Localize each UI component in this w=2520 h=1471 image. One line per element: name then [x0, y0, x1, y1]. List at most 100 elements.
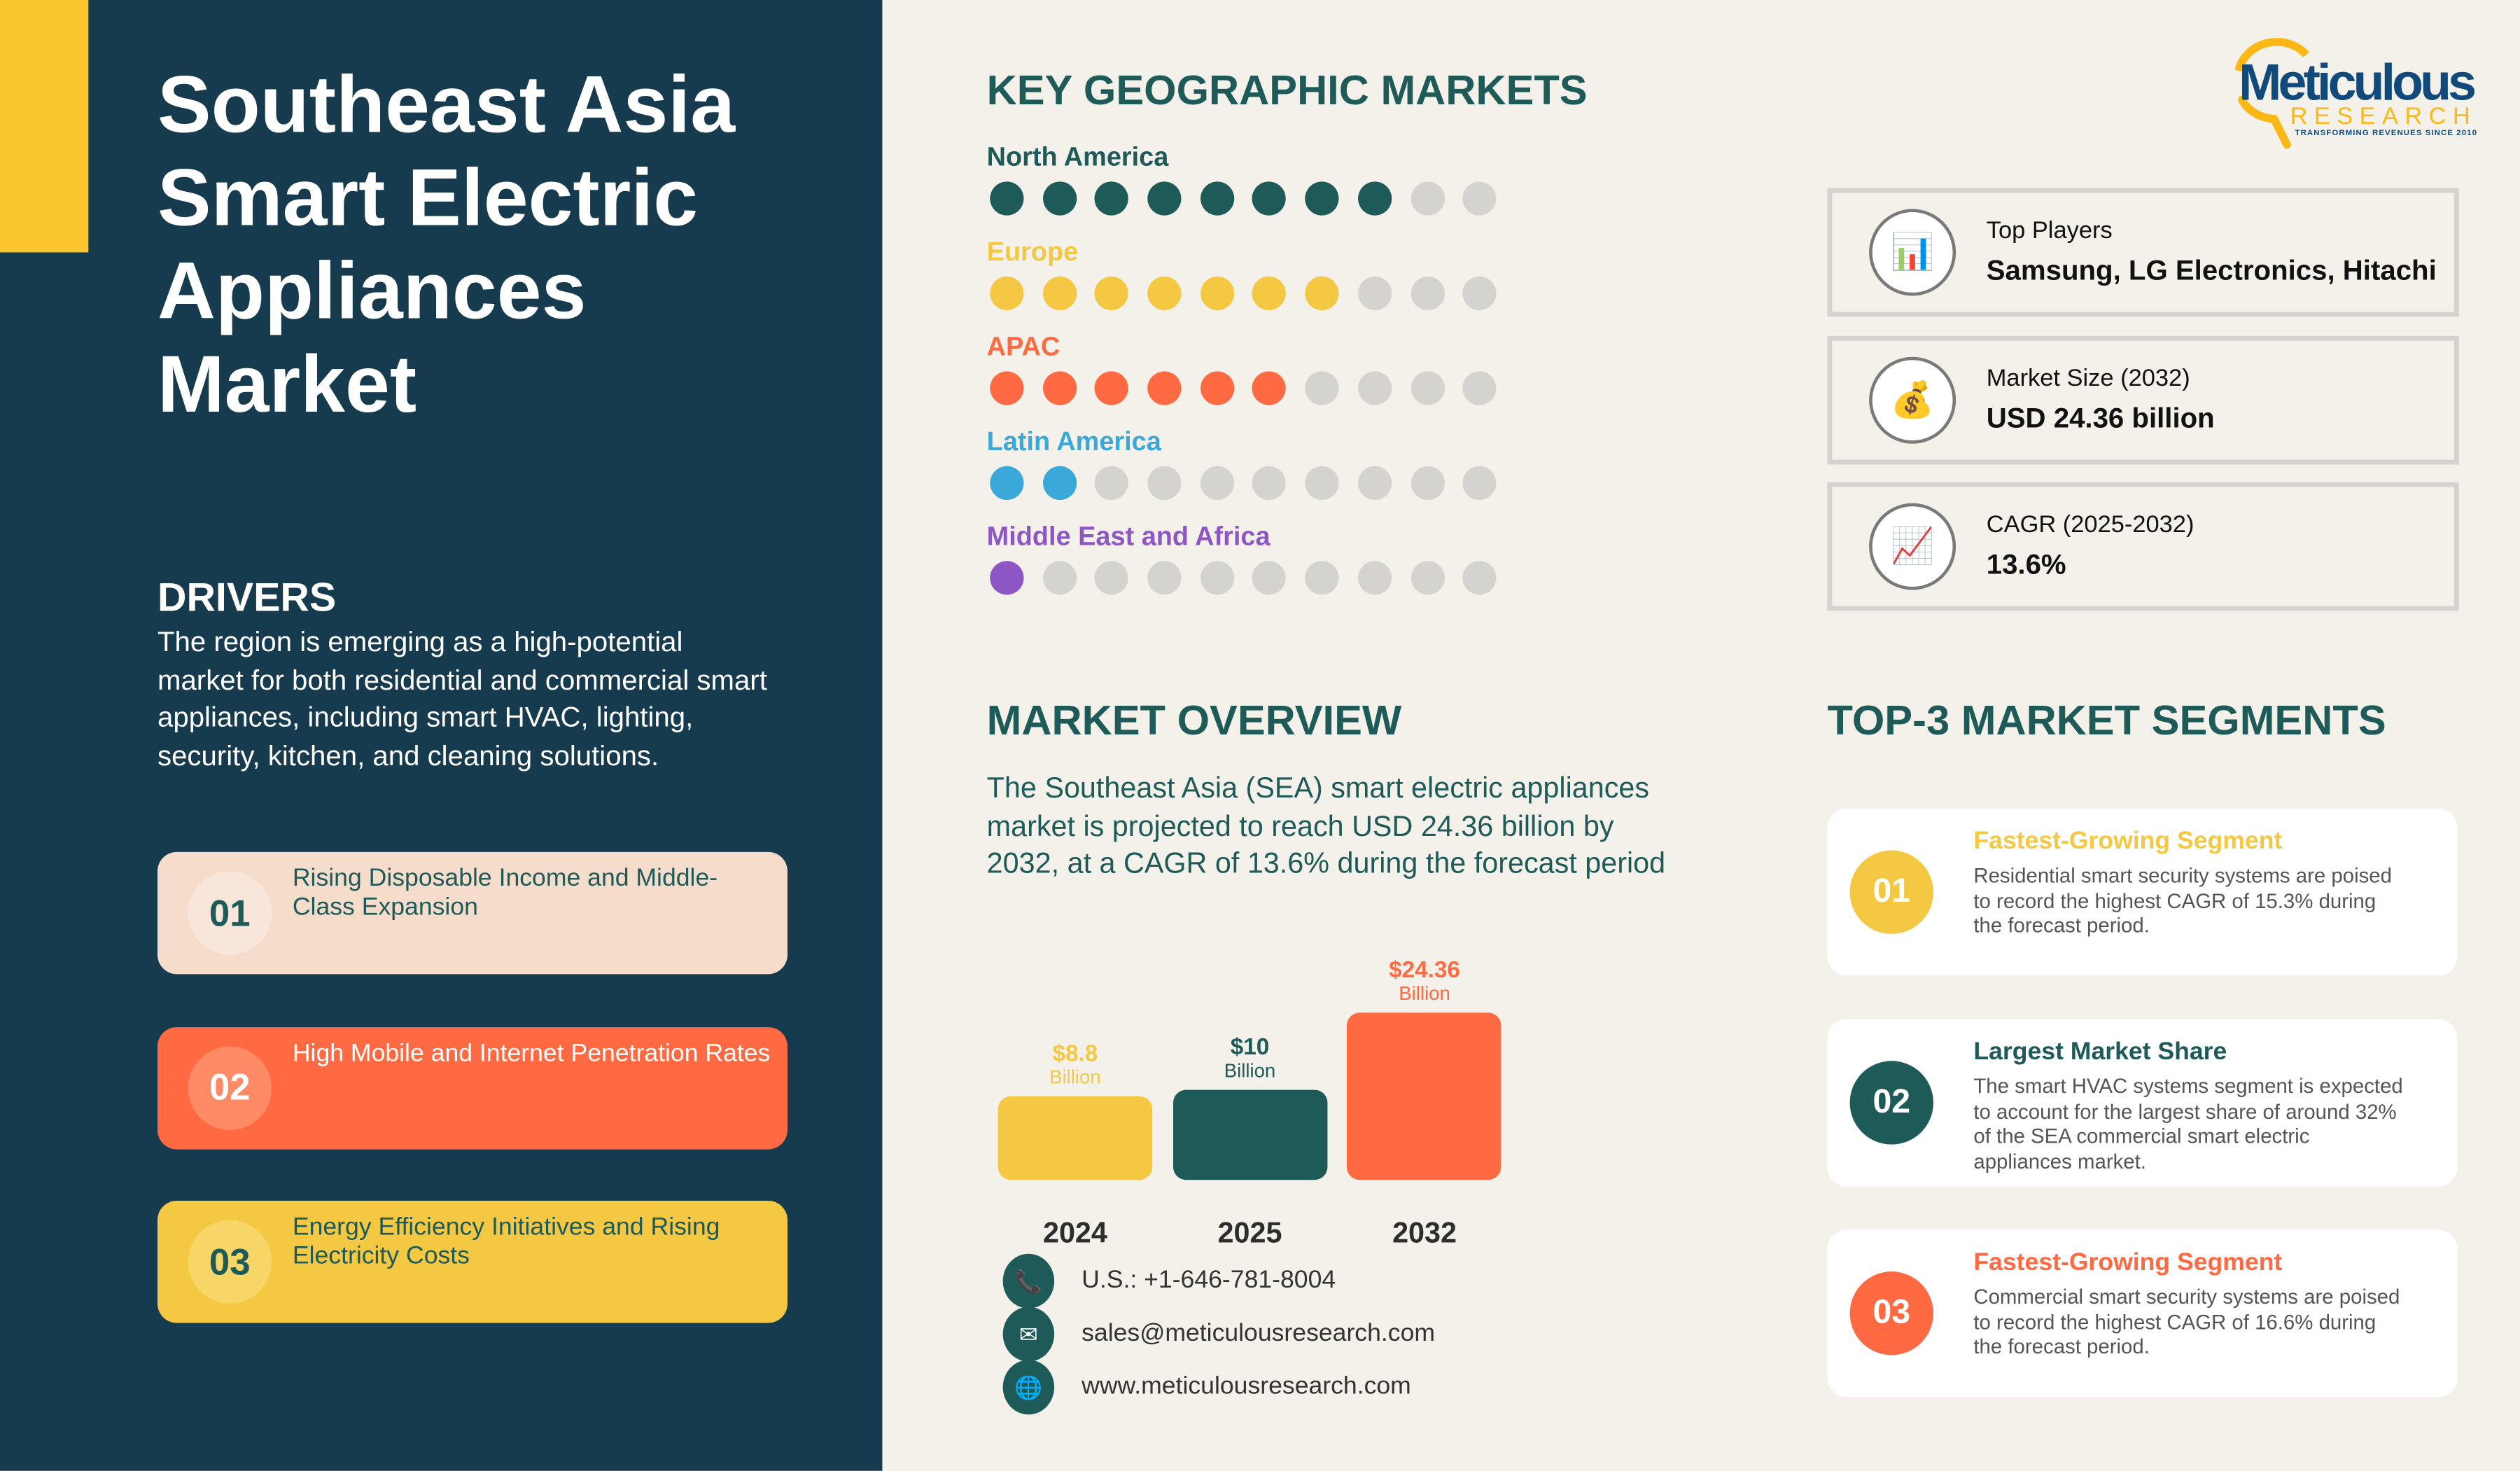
- region-label: Europe: [986, 237, 1079, 267]
- filled-dot: [990, 276, 1024, 311]
- driver-label: Rising Disposable Income and Middle-Clas…: [292, 865, 718, 921]
- svg-text:TRANSFORMING REVENUES SINCE 20: TRANSFORMING REVENUES SINCE 2010: [2295, 129, 2477, 137]
- empty-dot: [1200, 466, 1234, 501]
- empty-dot: [1410, 466, 1444, 501]
- empty-dot: [1410, 276, 1444, 311]
- segment-card: 03 Fastest-Growing Segment Commercial smar…: [1827, 1229, 2458, 1397]
- email-icon: ✉: [1002, 1306, 1055, 1362]
- empty-dot: [1357, 561, 1392, 595]
- bar-value: $8.8: [1052, 1041, 1098, 1068]
- bar-value-label: $24.36 Billion: [1348, 958, 1502, 1005]
- empty-dot: [1147, 466, 1182, 501]
- filled-dot: [1147, 276, 1182, 311]
- empty-dot: [1252, 561, 1287, 595]
- meticulous-research-logo: Meticulous RESEARCH TRANSFORMING REVENUE…: [2234, 38, 2477, 149]
- filled-dot: [1200, 276, 1234, 311]
- bar-value-label: $10 Billion: [1172, 1035, 1326, 1082]
- info-text: CAGR (2025-2032) 13.6%: [1987, 511, 2194, 582]
- info-text: Top Players Samsung, LG Electronics, Hita…: [1987, 217, 2437, 288]
- empty-dot: [1095, 561, 1129, 595]
- contact-text: U.S.: +1-646-781-8004: [1082, 1267, 1336, 1295]
- filled-dot: [1305, 181, 1339, 216]
- region-dot-row: [990, 561, 1497, 595]
- driver-number: 03: [188, 1220, 272, 1304]
- overview-text: The Southeast Asia (SEA) smart electric …: [986, 772, 1666, 879]
- filled-dot: [1042, 181, 1077, 216]
- driver-number: 01: [188, 871, 272, 955]
- region-dot-row: [990, 276, 1497, 311]
- filled-dot: [990, 371, 1024, 405]
- year-label: 2025: [1217, 1216, 1282, 1249]
- region-label: North America: [986, 143, 1169, 172]
- info-value: Samsung, LG Electronics, Hitachi: [1986, 253, 2437, 286]
- overview-heading: MARKET OVERVIEW: [986, 696, 1402, 745]
- year-label: 2032: [1392, 1216, 1457, 1249]
- empty-dot: [1042, 561, 1077, 595]
- contact-item: 📞 U.S.: +1-646-781-8004: [1002, 1253, 1336, 1309]
- segment-card: 01 Fastest-Growing Segment Residential sma…: [1827, 808, 2458, 976]
- segment-title: Largest Market Share: [1973, 1038, 2227, 1066]
- globe-icon: 🌐: [1002, 1360, 1055, 1415]
- empty-dot: [1410, 561, 1444, 595]
- filled-dot: [1200, 181, 1234, 216]
- info-card: 📊 Top Players Samsung, LG Electronics, Hit…: [1827, 188, 2459, 317]
- bar-unit: Billion: [1049, 1066, 1101, 1089]
- info-card: 💰 Market Size (2032) USD 24.36 billion: [1827, 335, 2459, 464]
- filled-dot: [1147, 181, 1182, 216]
- contact-text: www.meticulousresearch.com: [1082, 1372, 1411, 1400]
- segment-number: 02: [1849, 1061, 1933, 1145]
- region-label: APAC: [986, 333, 1060, 362]
- filled-dot: [1252, 371, 1287, 405]
- filled-dot: [990, 181, 1024, 216]
- drivers-heading: DRIVERS: [157, 575, 337, 621]
- empty-dot: [1462, 276, 1497, 311]
- filled-dot: [1252, 276, 1287, 311]
- info-text: Market Size (2032) USD 24.36 billion: [1987, 364, 2215, 435]
- driver-card: 03 Energy Efficiency Initiatives and Risi…: [157, 1201, 788, 1323]
- drivers-text: The region is emerging as a high-potenti…: [157, 625, 767, 771]
- region-label: Middle East and Africa: [986, 522, 1270, 552]
- empty-dot: [1462, 371, 1497, 405]
- empty-dot: [1410, 371, 1444, 405]
- empty-dot: [1357, 371, 1392, 405]
- info-value: 13.6%: [1986, 548, 2066, 580]
- driver-card: 01 Rising Disposable Income and Middle-Cl…: [157, 851, 788, 975]
- bar-2032: [1347, 1012, 1502, 1180]
- page-title: Southeast Asia Smart Electric Appliances…: [157, 59, 736, 430]
- segment-card: 02 Largest Market Share The smart HVAC sys…: [1827, 1019, 2458, 1187]
- filled-dot: [1252, 181, 1287, 216]
- trend-chart-icon: 📈: [1869, 503, 1956, 590]
- bar-value-label: $8.8 Billion: [998, 1043, 1152, 1088]
- accent-block: [0, 0, 89, 253]
- markets-heading: KEY GEOGRAPHIC MARKETS: [986, 66, 1588, 115]
- filled-dot: [1305, 276, 1339, 311]
- empty-dot: [1305, 466, 1339, 501]
- filled-dot: [1095, 276, 1129, 311]
- segments-heading: TOP-3 MARKET SEGMENTS: [1827, 696, 2386, 745]
- filled-dot: [1095, 371, 1129, 405]
- empty-dot: [1357, 276, 1392, 311]
- empty-dot: [1462, 466, 1497, 501]
- empty-dot: [1305, 371, 1339, 405]
- empty-dot: [1462, 561, 1497, 595]
- empty-dot: [1252, 466, 1287, 501]
- empty-dot: [1095, 466, 1129, 501]
- svg-text:RESEARCH: RESEARCH: [2290, 103, 2477, 130]
- filled-dot: [1042, 466, 1077, 501]
- filled-dot: [1147, 371, 1182, 405]
- region-label: Latin America: [986, 427, 1161, 457]
- bar-value: $24.36: [1389, 958, 1460, 984]
- driver-label: Energy Efficiency Initiatives and Rising…: [292, 1213, 720, 1270]
- info-label: Market Size (2032): [1986, 364, 2190, 392]
- filled-dot: [1095, 181, 1129, 216]
- contact-item: 🌐 www.meticulousresearch.com: [1002, 1360, 1411, 1415]
- empty-dot: [1462, 181, 1497, 216]
- year-label: 2024: [1042, 1216, 1107, 1249]
- filled-dot: [1042, 276, 1077, 311]
- contact-text: sales@meticulousresearch.com: [1082, 1319, 1436, 1347]
- filled-dot: [1200, 371, 1234, 405]
- driver-number: 02: [188, 1045, 272, 1129]
- bar-value: $10: [1230, 1035, 1270, 1061]
- filled-dot: [990, 561, 1024, 595]
